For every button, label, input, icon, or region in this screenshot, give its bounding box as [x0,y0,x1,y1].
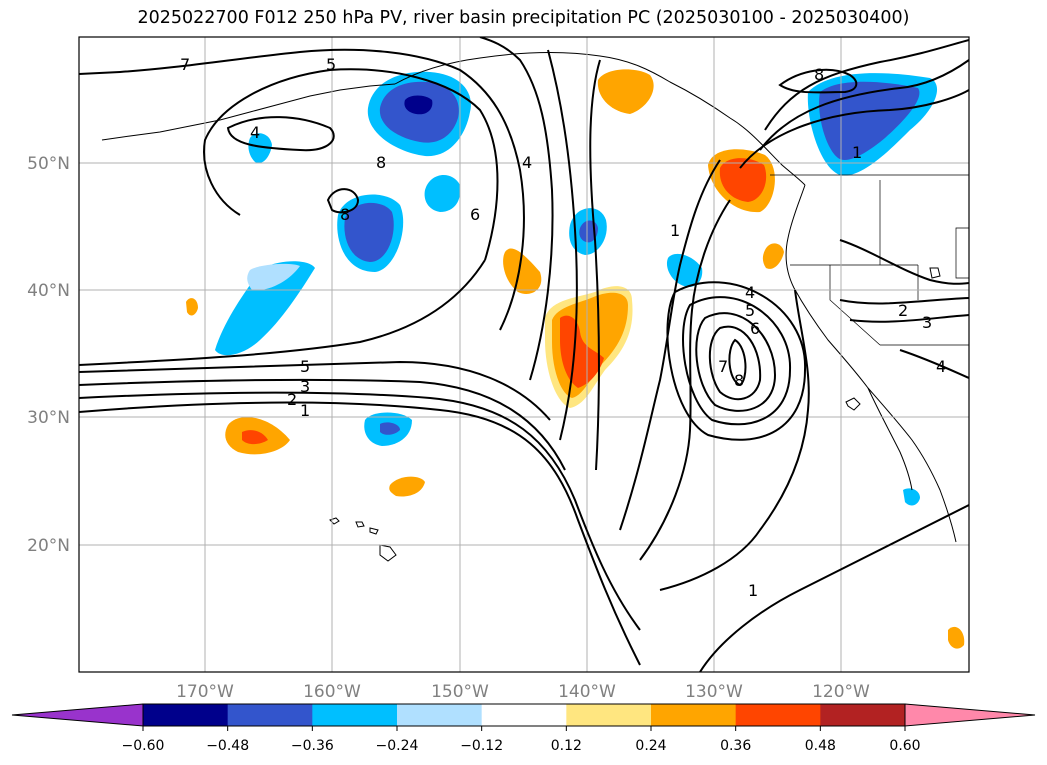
colorbar-tick-label: 0.24 [635,738,666,754]
lat-label: 30°N [27,408,70,428]
contour-label: 7 [718,357,728,376]
colorbar-cell [566,704,652,726]
contour-label: 2 [287,390,297,409]
colorbar-tick-label: −0.48 [206,738,249,754]
colorbar-frame [142,703,906,727]
contour-label: 8 [376,153,386,172]
contour-label: 5 [300,357,310,376]
contour-label: 5 [745,301,755,320]
colorbar-tick-label: 0.12 [551,738,582,754]
map-title: 2025022700 F012 250 hPa PV, river basin … [137,8,910,28]
colorbar: −0.60 −0.48 −0.36 −0.24 −0.12 0.12 0.24 0.36 0.4… [11,703,1036,754]
contour-label: 8 [734,371,744,390]
contour-label: 6 [470,205,480,224]
contour-label: 8 [340,205,350,224]
colorbar-tick-label: 0.48 [805,738,836,754]
colorbar-cell [820,704,906,726]
contour-label: 2 [898,301,908,320]
colorbar-tick-label: 0.36 [720,738,751,754]
lon-label: 120°W [812,682,870,702]
lon-label: 130°W [685,682,743,702]
contour-label: 7 [180,55,190,74]
pos-anomaly-alaska [597,69,654,114]
colorbar-tick-label: −0.36 [291,738,334,754]
colorbar-extend-max [904,703,1036,727]
colorbar-tick-label: −0.60 [122,738,165,754]
lat-label: 20°N [27,536,70,556]
contour-label: 8 [814,65,824,84]
pv-contour-labels: 7 5 4 8 8 6 4 1 4 5 6 7 8 5 3 2 1 1 2 3 … [180,55,946,600]
colorbar-cell [397,704,483,726]
political-borders [770,174,969,346]
map-frame [78,36,970,673]
lat-label: 40°N [27,281,70,301]
contour-label: 3 [300,377,310,396]
contour-label: 3 [922,313,932,332]
colorbar-cell [651,704,737,726]
lon-label: 140°W [558,682,616,702]
colorbar-cell [312,704,398,726]
colorbar-tick-label: −0.12 [460,738,503,754]
colorbar-tick-label: 0.60 [889,738,920,754]
lon-label: 150°W [431,682,489,702]
contour-label: 4 [522,153,532,172]
contour-label: 1 [300,401,310,420]
colorbar-cell [481,704,567,726]
colorbar-cell [227,704,313,726]
contour-label: 1 [670,221,680,240]
colorbar-extend-min [11,703,144,727]
contour-label: 1 [852,143,862,162]
neg-anomaly-streak [215,261,315,356]
lon-label: 160°W [303,682,361,702]
colorbar-cell [143,704,229,726]
colorbar-tick-label: −0.24 [376,738,419,754]
longitude-labels: 170°W 160°W 150°W 140°W 130°W 120°W [176,682,870,702]
latitude-labels: 50°N 40°N 30°N 20°N [27,154,70,556]
contour-label: 4 [250,123,260,142]
contour-label: 5 [326,55,336,74]
lon-label: 170°W [176,682,234,702]
contour-label: 6 [750,319,760,338]
pv-contours [79,37,969,672]
contour-label: 4 [936,357,946,376]
contour-label: 4 [745,283,755,302]
contour-label: 1 [748,581,758,600]
colorbar-cell [735,704,821,726]
map-panel: 7 5 4 8 8 6 4 1 4 5 6 7 8 5 3 2 1 1 2 3 … [79,37,969,672]
lat-label: 50°N [27,154,70,174]
